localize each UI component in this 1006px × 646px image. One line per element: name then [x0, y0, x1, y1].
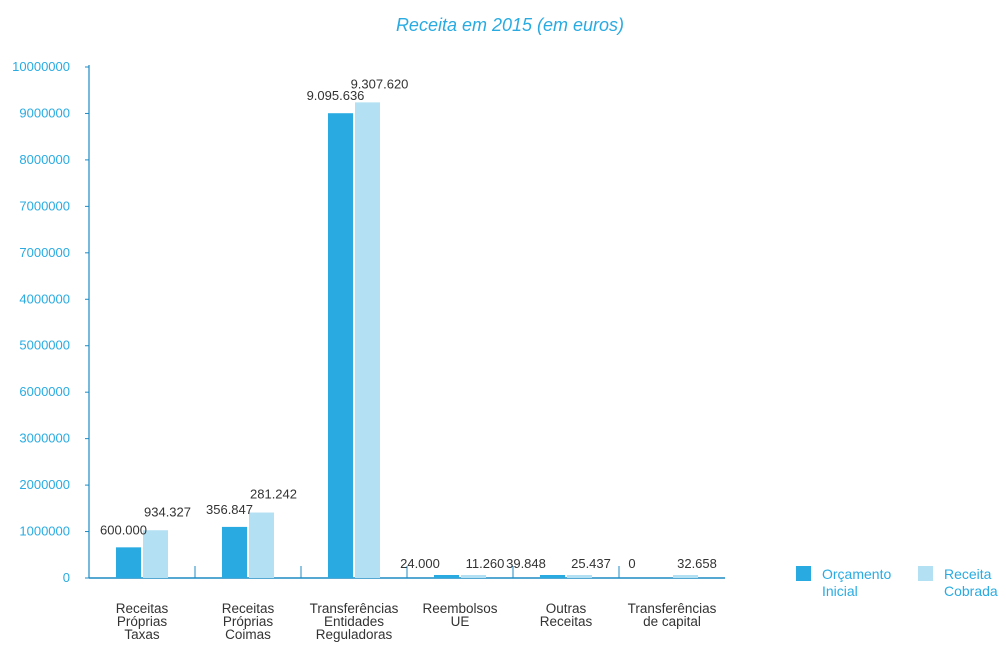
y-tick-label: 0 [63, 570, 70, 585]
data-label: 0 [628, 556, 635, 571]
data-label: 24.000 [400, 556, 440, 571]
data-label: 39.848 [506, 556, 546, 571]
legend-label: Receita [944, 566, 992, 582]
data-label: 11.260 [466, 556, 505, 571]
x-category-label: Próprias [117, 614, 168, 629]
y-tick-label: 1000000 [19, 524, 70, 539]
x-category-label: Reembolsos [422, 601, 497, 616]
bar-series-2 [673, 575, 698, 578]
x-category-label: de capital [643, 614, 701, 629]
data-label: 934.327 [144, 504, 191, 519]
bar-series-2 [143, 530, 168, 578]
bar-series-1 [540, 575, 565, 578]
x-category-label: Próprias [223, 614, 274, 629]
x-category-label: Transferências [628, 601, 717, 616]
legend-label: Inicial [822, 583, 858, 599]
x-category-label: Receitas [222, 601, 275, 616]
data-label: 281.242 [250, 487, 297, 502]
data-label: 9.095.636 [307, 88, 365, 103]
axes [88, 65, 725, 579]
x-category-label: Receitas [540, 614, 593, 629]
x-category-label: Coimas [225, 627, 271, 642]
bar-series-2 [567, 575, 592, 578]
x-category-label: Reguladoras [316, 627, 393, 642]
data-label: 356.847 [206, 502, 253, 517]
data-label: 32.658 [677, 556, 717, 571]
x-category-label: Receitas [116, 601, 169, 616]
y-tick-label: 4000000 [19, 291, 70, 306]
bar-series-2 [355, 102, 380, 578]
y-tick-label: 10000000 [12, 59, 70, 74]
y-axis-ticks: 0 1000000 2000000 3000000 6000000 5000000 4000… [12, 59, 89, 585]
data-label: 9.307.620 [351, 76, 409, 91]
bar-series-2 [249, 512, 274, 578]
data-label: 600.000 [100, 522, 147, 537]
y-tick-label: 7000000 [19, 198, 70, 213]
bar-series-1 [434, 575, 459, 578]
y-tick-label: 8000000 [19, 152, 70, 167]
y-tick-label: 7000000 [19, 245, 70, 260]
legend-label: Cobrada [944, 583, 998, 599]
x-axis-labels: ReceitasPrópriasTaxasReceitasPrópriasCoi… [116, 601, 717, 642]
bar-series-1 [116, 547, 141, 578]
y-tick-label: 5000000 [19, 338, 70, 353]
chart-title: Receita em 2015 (em euros) [396, 15, 624, 35]
y-tick-label: 2000000 [19, 477, 70, 492]
legend-label: Orçamento [822, 566, 891, 582]
bars [116, 102, 698, 578]
y-tick-label: 9000000 [19, 105, 70, 120]
bar-series-2 [461, 575, 486, 578]
x-category-label: Outras [546, 601, 587, 616]
bar-series-1 [328, 113, 353, 578]
x-category-label: Taxas [124, 627, 160, 642]
legend-swatch [796, 566, 811, 581]
y-tick-label: 6000000 [19, 384, 70, 399]
x-category-label: UE [451, 614, 470, 629]
x-category-label: Transferências [310, 601, 399, 616]
data-label: 25.437 [571, 556, 611, 571]
x-category-label: Entidades [324, 614, 384, 629]
y-tick-label: 3000000 [19, 431, 70, 446]
bar-series-1 [222, 526, 247, 578]
legend-swatch [918, 566, 933, 581]
